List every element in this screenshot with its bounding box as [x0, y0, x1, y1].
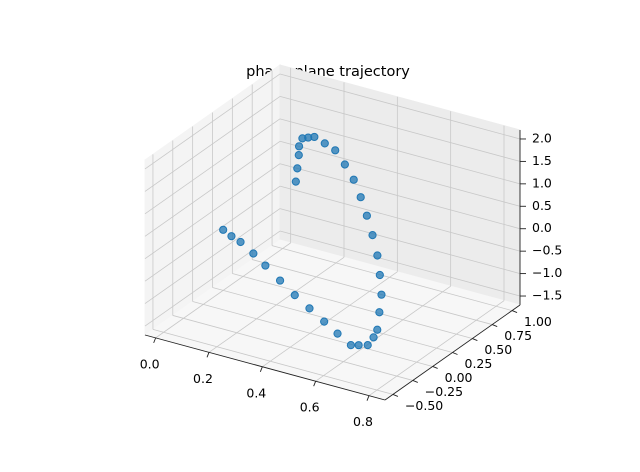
- y-tick-label: −0.50: [405, 398, 443, 413]
- grid-line: [144, 140, 281, 237]
- point: [356, 193, 365, 202]
- grid-line: [192, 301, 433, 367]
- z-tick-label: −1.5: [532, 288, 562, 303]
- point: [320, 139, 329, 148]
- point: [369, 333, 378, 342]
- tick-mark: [206, 352, 210, 358]
- tick-mark: [472, 338, 478, 341]
- point: [294, 142, 304, 151]
- grid-line: [279, 73, 521, 140]
- x-tick-label: 0.8: [353, 414, 373, 429]
- point: [227, 232, 236, 241]
- x-axis-line: [144, 334, 386, 401]
- point: [346, 341, 355, 350]
- grid-line: [144, 185, 281, 282]
- point: [290, 291, 299, 300]
- x-tick-label: 0.0: [140, 356, 160, 371]
- grid-line: [172, 315, 413, 381]
- tick-mark: [452, 352, 458, 355]
- point: [354, 341, 363, 350]
- grid-line: [232, 273, 473, 339]
- grid-line: [271, 245, 513, 311]
- grid-line: [144, 73, 281, 170]
- x-tick-label: 0.4: [246, 385, 266, 400]
- point: [310, 132, 319, 142]
- grid-line: [279, 96, 521, 162]
- x-tick-label: 0.2: [193, 371, 213, 386]
- y-axis-line: [384, 304, 521, 401]
- point: [291, 177, 300, 186]
- grid-line: [279, 185, 521, 252]
- point: [219, 225, 228, 234]
- z-tick-label: −0.5: [532, 243, 562, 258]
- grid-line: [279, 230, 521, 297]
- grid-line: [144, 208, 281, 304]
- point: [363, 341, 372, 350]
- point: [320, 317, 329, 326]
- point: [333, 329, 342, 338]
- z-tick-label: 1.5: [532, 153, 552, 168]
- point: [305, 304, 314, 313]
- y-tick-label: 0.75: [504, 328, 532, 343]
- tick-mark: [432, 366, 438, 369]
- tick-mark: [366, 395, 370, 401]
- point: [375, 270, 384, 280]
- point: [331, 146, 340, 155]
- tick-mark: [392, 393, 399, 397]
- point: [293, 164, 302, 173]
- point: [373, 325, 382, 334]
- y-tick-label: 0.25: [465, 356, 493, 371]
- point: [368, 230, 377, 240]
- point: [236, 237, 245, 247]
- tick-mark: [412, 380, 418, 383]
- tick-mark: [511, 310, 518, 314]
- point: [275, 276, 285, 285]
- grid-line: [279, 208, 521, 274]
- grid-line: [144, 163, 281, 260]
- grid-line: [152, 329, 394, 395]
- point: [375, 308, 384, 317]
- tick-mark: [259, 366, 263, 372]
- point: [261, 261, 270, 270]
- point: [340, 160, 349, 169]
- y-tick-label: −0.25: [425, 384, 463, 399]
- x-tick-label: 0.6: [300, 400, 320, 415]
- tick-mark: [153, 337, 157, 344]
- z-tick-label: 1.0: [532, 175, 552, 190]
- point: [294, 151, 303, 160]
- point: [373, 251, 382, 260]
- y-tick-label: 1.00: [524, 314, 552, 329]
- grid-line: [212, 287, 453, 353]
- y-tick-label: 0.50: [484, 342, 512, 357]
- tick-mark: [492, 324, 498, 327]
- z-tick-label: 0.0: [532, 220, 552, 235]
- z-tick-label: 2.0: [532, 130, 552, 145]
- grid-line: [144, 230, 281, 327]
- grid-line: [144, 118, 281, 215]
- grid-line: [252, 259, 493, 325]
- z-tick-label: −1.0: [532, 265, 562, 280]
- point: [377, 290, 386, 299]
- y-tick-label: 0.00: [445, 370, 473, 385]
- grid-line: [279, 163, 521, 230]
- grid-line: [279, 118, 521, 185]
- grid-line: [144, 96, 281, 192]
- point: [349, 175, 358, 184]
- point: [362, 211, 371, 220]
- point: [249, 249, 258, 258]
- tick-mark: [313, 381, 317, 387]
- grid-line: [279, 140, 521, 207]
- z-tick-label: 0.5: [532, 198, 552, 213]
